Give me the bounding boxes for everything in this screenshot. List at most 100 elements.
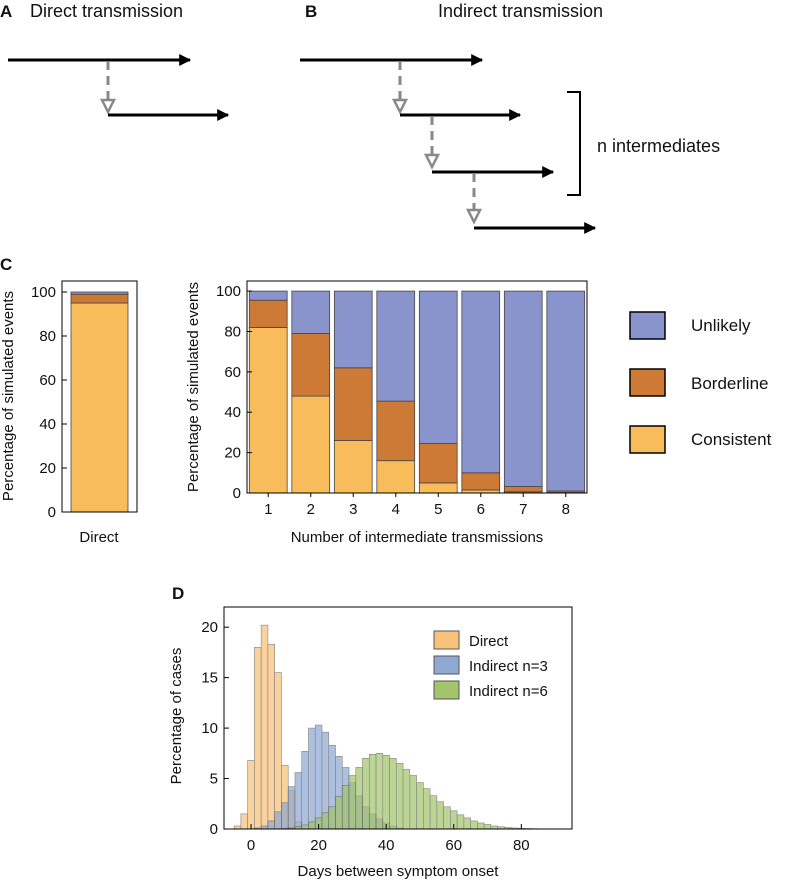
hist-bar [409, 775, 417, 830]
hist-bar [308, 821, 316, 830]
hist-bar [463, 817, 471, 830]
hist-bar [254, 647, 262, 830]
hist-bar [274, 811, 282, 830]
hist-bar [301, 824, 309, 830]
x-tick-label: 80 [513, 837, 530, 854]
c2-x-axis-label: Number of intermediate transmissions [291, 529, 544, 546]
hist-bar [355, 767, 363, 830]
hist-bar [429, 795, 438, 830]
y-tick-label: 80 [39, 328, 56, 345]
legend-label-unlikely: Unlikely [691, 316, 751, 335]
c2-plot-frame [246, 280, 588, 494]
c1-y-ticks: 0 20 40 60 80 100 [31, 284, 67, 521]
transmission-arrowhead-icon [99, 98, 117, 115]
hist-bar [389, 758, 397, 830]
c1-plot-frame [61, 280, 138, 513]
bar-unlikely-1 [248, 290, 288, 301]
y-tick-label: 5 [210, 771, 218, 788]
x-tick-label: 8 [562, 501, 570, 518]
legend-swatch-borderline [629, 368, 666, 397]
y-tick-label: 15 [201, 670, 218, 687]
legend-swatch-indirect-3 [433, 655, 460, 675]
y-tick-label: 80 [224, 323, 241, 340]
panel-b-letter: B [305, 2, 317, 21]
hist-bar [477, 822, 485, 830]
y-tick-label: 20 [39, 460, 56, 477]
hist-bar [294, 772, 303, 830]
bar-borderline-7 [503, 486, 543, 493]
y-tick-label: 10 [201, 720, 218, 737]
hist-bar [348, 775, 357, 830]
c-legend: Unlikely Borderline Consistent [629, 311, 772, 454]
panel-b: B Indirect transmission n intermediates [300, 1, 720, 234]
x-tick-label: 40 [378, 837, 395, 854]
hist-bar [396, 763, 404, 830]
hist-bar [470, 820, 478, 830]
c2-y-axis-label: Percentage of simulated events [185, 282, 202, 492]
y-tick-label: 0 [210, 821, 218, 838]
x-tick-label: 1 [264, 501, 272, 518]
bar-borderline-4 [376, 400, 416, 462]
y-tick-label: 100 [216, 283, 241, 300]
bar-consistent-5 [418, 482, 458, 494]
hist-bar [456, 814, 465, 830]
hist-bar [416, 782, 424, 830]
x-tick-label: 5 [434, 501, 442, 518]
hist-bar [281, 802, 289, 830]
hist-bar [321, 812, 330, 830]
panel-d-letter: D [172, 584, 184, 603]
d-plot-frame [223, 606, 573, 830]
x-tick-label: 4 [392, 501, 400, 518]
transmission-arrowhead-icon [465, 208, 483, 225]
y-tick-label: 20 [224, 445, 241, 462]
bar-borderline-direct [70, 293, 129, 304]
y-tick-label: 0 [233, 485, 241, 502]
hist-bar [301, 750, 309, 830]
bar-unlikely-direct [70, 291, 129, 295]
chart-c-indirect: 0 20 40 60 80 100 1 2 3 4 5 6 7 8 Percentage of simu… [185, 280, 588, 546]
d-ticks: 0 20 40 60 80 0 5 10 15 20 [201, 619, 529, 854]
legend-label-direct: Direct [469, 633, 509, 650]
legend-swatch-indirect-6 [433, 680, 460, 700]
x-tick-label: 3 [349, 501, 357, 518]
hist-bar [287, 786, 296, 830]
bar-consistent-1 [248, 327, 288, 494]
bar-consistent-4 [376, 460, 416, 494]
hist-bar [267, 644, 275, 830]
bar-unlikely-4 [376, 290, 416, 402]
panel-c-letter: C [0, 255, 12, 274]
legend-swatch-unlikely [629, 311, 666, 340]
d-legend: Direct Indirect n=3 Indirect n=6 [433, 630, 548, 700]
bar-consistent-3 [333, 440, 373, 494]
x-tick-label: 6 [477, 501, 485, 518]
y-tick-label: 40 [224, 404, 241, 421]
hist-bar [314, 724, 323, 830]
y-tick-label: 20 [201, 619, 218, 636]
hist-bar [335, 796, 343, 830]
bar-borderline-6 [461, 472, 501, 491]
bar-unlikely-6 [461, 290, 501, 474]
c2-x-ticks: 1 2 3 4 5 6 7 8 [264, 493, 570, 518]
bar-consistent-2 [291, 395, 331, 494]
hist-bar [382, 755, 390, 830]
hist-bar [375, 753, 384, 830]
x-tick-label: 60 [445, 837, 462, 854]
hist-bar [240, 813, 248, 830]
transmission-arrowhead-icon [423, 153, 441, 170]
hist-bar [260, 624, 269, 830]
bar-consistent-direct [70, 302, 129, 513]
hist-bar [362, 758, 370, 830]
legend-label-borderline: Borderline [691, 374, 769, 393]
d-histogram-bars [233, 624, 553, 830]
panel-a: A Direct transmission [0, 1, 230, 121]
y-tick-label: 0 [48, 504, 56, 521]
intermediates-label: n intermediates [597, 136, 720, 156]
y-tick-label: 40 [39, 416, 56, 433]
bar-unlikely-8 [546, 290, 586, 492]
x-tick-label: 20 [310, 837, 327, 854]
hist-bar [328, 806, 336, 830]
legend-swatch-direct [433, 630, 460, 650]
